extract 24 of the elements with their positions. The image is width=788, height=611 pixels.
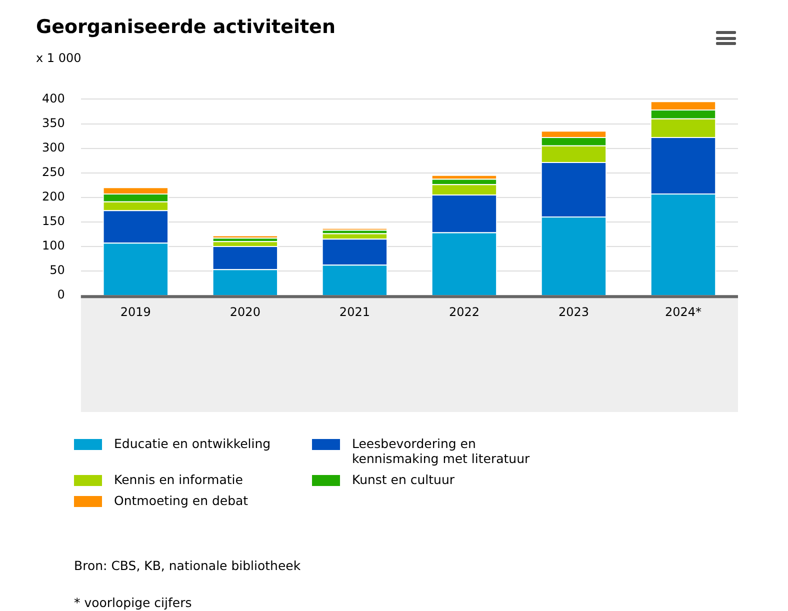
text: Bron: CBS, KB, nationale bibliotheek	[74, 558, 301, 573]
y-tick-label: 350	[42, 116, 65, 130]
legend-label: Kennis en informatie	[114, 472, 244, 487]
legend-label: Kunst en cultuur	[352, 472, 456, 487]
y-tick-label: 200	[42, 190, 65, 204]
x-tick-label: 2021	[339, 304, 370, 319]
y-tick-label: 100	[42, 238, 65, 253]
y-tick-label: 150	[42, 214, 65, 228]
y-tick-label: 50	[50, 263, 65, 278]
x-tick-label: 2020	[230, 304, 260, 319]
text: * voorlopige cijfers	[74, 595, 193, 610]
chart-title: Georganiseerde activiteiten	[36, 16, 336, 38]
legend-label: Educatie en ontwikkeling	[114, 436, 272, 451]
x-tick-label: 2022	[448, 304, 480, 319]
y-tick-label: 250	[42, 164, 65, 179]
x-tick-label: 2023	[558, 304, 589, 319]
y-tick-label: 0	[57, 288, 65, 302]
y-tick-label: 300	[42, 140, 65, 154]
y-axis-title: x 1 000	[36, 51, 82, 65]
legend-label: Leesbevordering en kennismaking met literatuur	[352, 436, 531, 466]
legend-label: Ontmoeting en debat	[114, 493, 250, 508]
y-tick-label: 400	[42, 91, 65, 106]
x-tick-label: 2019	[120, 304, 151, 319]
x-tick-label: 2024*	[664, 304, 702, 319]
